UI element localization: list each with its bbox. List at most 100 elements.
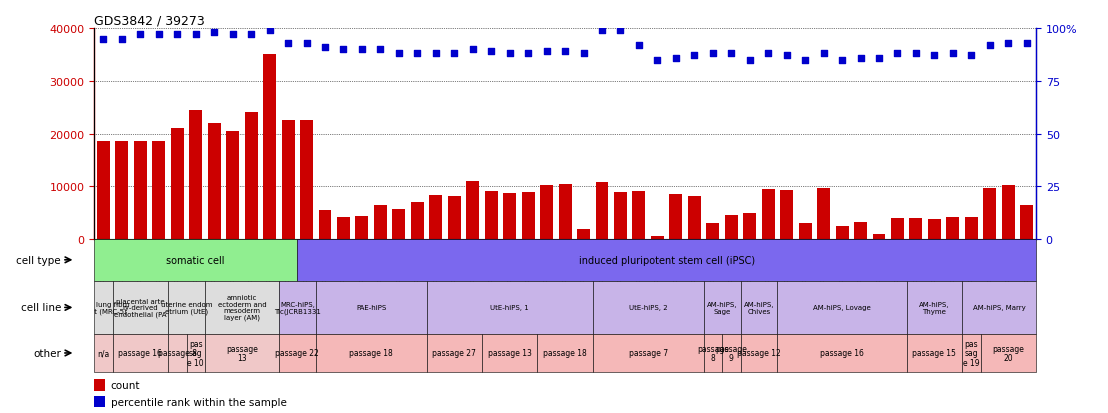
Text: passage 12: passage 12 xyxy=(737,349,781,358)
Bar xyxy=(356,216,368,240)
Point xyxy=(113,36,131,43)
Point xyxy=(224,32,242,38)
Bar xyxy=(593,335,704,372)
Point xyxy=(260,28,278,34)
Text: induced pluripotent stem cell (iPSC): induced pluripotent stem cell (iPSC) xyxy=(578,255,755,265)
Bar xyxy=(817,188,830,240)
Point xyxy=(925,53,943,59)
Bar xyxy=(835,226,849,240)
Bar xyxy=(245,113,257,240)
Text: n/a: n/a xyxy=(98,349,110,358)
Text: passage
8: passage 8 xyxy=(697,344,729,363)
Bar xyxy=(484,191,497,240)
Point xyxy=(963,53,981,59)
Point xyxy=(833,57,851,64)
Bar xyxy=(427,335,482,372)
Bar xyxy=(927,220,941,240)
Point xyxy=(537,49,555,55)
Point xyxy=(575,51,593,57)
Bar xyxy=(427,281,593,335)
Bar xyxy=(279,335,316,372)
Point xyxy=(981,43,998,49)
Bar xyxy=(946,217,960,240)
Bar xyxy=(1020,205,1033,240)
Text: passage 15: passage 15 xyxy=(913,349,956,358)
Point xyxy=(686,53,704,59)
Point xyxy=(648,57,666,64)
Bar xyxy=(541,186,553,240)
Text: pas
sag
e 10: pas sag e 10 xyxy=(187,339,204,367)
Text: UtE-hiPS, 1: UtE-hiPS, 1 xyxy=(491,305,529,311)
Bar xyxy=(707,224,719,240)
Text: other: other xyxy=(33,348,61,358)
Text: passage 13: passage 13 xyxy=(488,349,532,358)
Bar xyxy=(337,217,350,240)
Text: AM-hiPS,
Thyme: AM-hiPS, Thyme xyxy=(920,301,950,314)
Bar xyxy=(593,281,704,335)
Point xyxy=(630,43,648,49)
Point xyxy=(889,51,906,57)
Bar xyxy=(981,335,1036,372)
Bar xyxy=(113,335,168,372)
Point xyxy=(593,28,611,34)
Point xyxy=(778,53,796,59)
Point xyxy=(94,36,112,43)
Point xyxy=(482,49,500,55)
Bar xyxy=(113,281,168,335)
Point xyxy=(852,55,870,62)
Text: GDS3842 / 39273: GDS3842 / 39273 xyxy=(94,15,205,28)
Text: pas
sag
e 19: pas sag e 19 xyxy=(963,339,979,367)
Text: passage 22: passage 22 xyxy=(276,349,319,358)
Bar xyxy=(906,335,962,372)
Text: percentile rank within the sample: percentile rank within the sample xyxy=(111,396,287,406)
Bar xyxy=(558,184,572,240)
Bar xyxy=(94,396,105,407)
Bar xyxy=(94,379,105,391)
Bar xyxy=(503,194,516,240)
Bar xyxy=(688,197,700,240)
Point xyxy=(907,51,925,57)
Text: cell line: cell line xyxy=(21,303,61,313)
Bar xyxy=(740,281,778,335)
Text: passage
13: passage 13 xyxy=(226,344,258,363)
Point xyxy=(205,30,223,36)
Bar xyxy=(429,196,442,240)
Point xyxy=(556,49,574,55)
Point xyxy=(759,51,777,57)
Bar xyxy=(115,142,129,240)
Bar xyxy=(872,235,885,240)
Bar xyxy=(962,335,981,372)
Bar xyxy=(740,335,778,372)
Bar xyxy=(650,237,664,240)
Point xyxy=(741,57,759,64)
Bar xyxy=(854,223,866,240)
Bar xyxy=(537,335,593,372)
Point xyxy=(168,32,186,38)
Bar xyxy=(168,281,205,335)
Point xyxy=(814,51,832,57)
Bar xyxy=(316,281,427,335)
Text: passage 8: passage 8 xyxy=(157,349,197,358)
Bar xyxy=(722,335,740,372)
Bar xyxy=(778,281,906,335)
Bar xyxy=(319,211,331,240)
Text: passage 18: passage 18 xyxy=(349,349,393,358)
Bar xyxy=(168,335,186,372)
Bar xyxy=(205,335,279,372)
Bar xyxy=(596,183,608,240)
Bar xyxy=(522,192,534,240)
Text: uterine endom
etrium (UtE): uterine endom etrium (UtE) xyxy=(161,301,213,314)
Point xyxy=(999,40,1017,47)
Bar xyxy=(761,190,774,240)
Text: passage 16: passage 16 xyxy=(119,349,162,358)
Bar xyxy=(704,335,722,372)
Point xyxy=(390,51,408,57)
Text: placental arte
ry-derived
endothelial (PA: placental arte ry-derived endothelial (P… xyxy=(114,298,166,318)
Point xyxy=(298,40,316,47)
Point xyxy=(427,51,444,57)
Text: passage
20: passage 20 xyxy=(993,344,1024,363)
Bar xyxy=(281,121,295,240)
Point xyxy=(797,57,814,64)
Bar xyxy=(94,335,113,372)
Bar xyxy=(778,335,906,372)
